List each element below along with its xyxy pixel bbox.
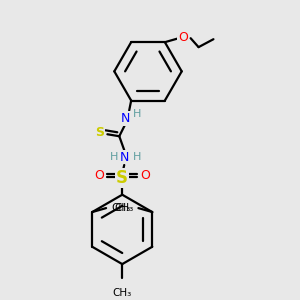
Text: N: N: [119, 151, 129, 164]
Text: O: O: [94, 169, 104, 182]
Text: H: H: [110, 152, 118, 162]
Text: S: S: [95, 126, 104, 139]
Text: CH₃: CH₃: [114, 203, 133, 213]
Text: CH₃: CH₃: [111, 203, 130, 213]
Text: CH₃: CH₃: [112, 288, 132, 298]
Text: H: H: [133, 110, 141, 119]
Text: O: O: [178, 31, 188, 44]
Text: N: N: [121, 112, 130, 125]
Text: H: H: [133, 152, 141, 162]
Text: S: S: [116, 169, 128, 187]
Text: O: O: [140, 169, 150, 182]
